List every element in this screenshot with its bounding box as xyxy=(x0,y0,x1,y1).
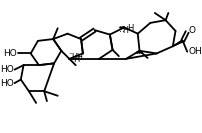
Text: H: H xyxy=(76,53,82,63)
Polygon shape xyxy=(173,40,183,46)
Text: O: O xyxy=(188,26,195,36)
Text: HO: HO xyxy=(0,79,14,88)
Text: ̈H: ̈H xyxy=(72,53,78,62)
Text: OH: OH xyxy=(188,47,202,56)
Text: H: H xyxy=(122,26,128,35)
Text: HO: HO xyxy=(3,49,17,58)
Text: H: H xyxy=(127,24,133,33)
Text: HO: HO xyxy=(0,65,14,74)
Text: H: H xyxy=(73,55,80,64)
Text: ..: .. xyxy=(119,25,125,34)
